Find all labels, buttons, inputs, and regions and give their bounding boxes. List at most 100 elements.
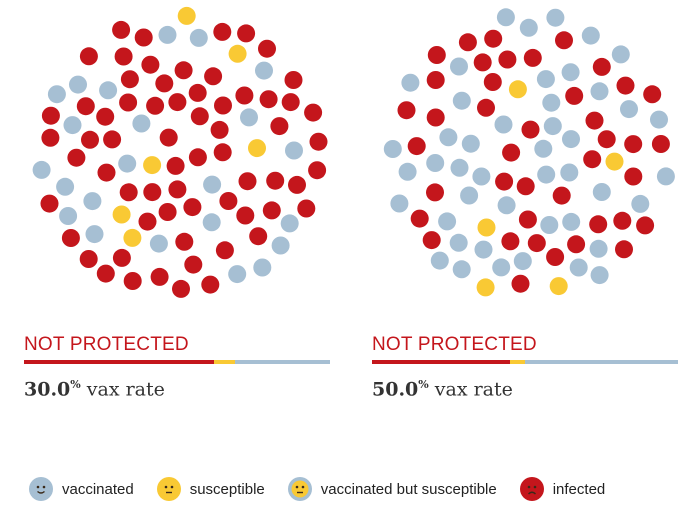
population-cloud xyxy=(383,8,675,297)
infected-person-dot xyxy=(184,255,203,274)
infected-person-dot xyxy=(309,132,328,151)
vaccinated-person-dot xyxy=(472,167,491,186)
infected-person-dot xyxy=(501,232,520,251)
infected-person-dot xyxy=(119,183,138,202)
infected-person-dot xyxy=(190,107,209,126)
vaccinated-person-dot xyxy=(202,213,221,232)
vaccinated-face-icon xyxy=(29,477,53,501)
infected-person-dot xyxy=(426,108,445,127)
infected-person-dot xyxy=(97,163,116,182)
vaccinated-susceptible-face-icon xyxy=(287,477,312,501)
infected-person-dot xyxy=(114,47,133,66)
infected-person-dot xyxy=(123,272,142,290)
bar-infected-segment xyxy=(372,360,510,364)
vaccinated-person-dot xyxy=(560,163,579,182)
infected-person-dot xyxy=(407,137,426,156)
infected-person-dot xyxy=(214,96,232,115)
infected-person-dot xyxy=(112,248,131,267)
bar-vaccinated-segment xyxy=(235,360,330,364)
infected-person-dot xyxy=(502,143,521,162)
infected-person-dot xyxy=(79,250,98,268)
infected-person-dot xyxy=(138,212,157,231)
infected-person-dot xyxy=(166,156,185,175)
infected-person-dot xyxy=(213,143,232,162)
infected-person-dot xyxy=(168,180,187,199)
vaccinated-person-dot xyxy=(450,158,469,177)
infected-person-dot xyxy=(511,274,530,293)
infected-person-dot xyxy=(495,172,514,191)
infected-person-dot xyxy=(141,55,160,74)
infected-person-dot xyxy=(592,57,611,76)
vaccinated-person-dot xyxy=(47,85,66,104)
vaccinated-person-dot xyxy=(255,61,273,80)
infected-person-dot xyxy=(523,48,542,67)
vaccinated-person-dot xyxy=(83,192,102,211)
vaccinated-person-dot xyxy=(519,18,538,37)
vax-rate-value: 30.0 xyxy=(24,378,71,401)
vaccinated-person-dot xyxy=(631,194,650,213)
infected-person-dot xyxy=(565,86,584,105)
infected-person-dot xyxy=(643,85,662,104)
vaccinated-person-dot xyxy=(56,177,75,196)
infected-person-dot xyxy=(112,20,131,39)
vaccinated-person-dot xyxy=(590,82,609,101)
vaccinated-person-dot xyxy=(203,175,222,194)
infected-person-dot xyxy=(615,240,633,259)
infected-person-dot xyxy=(410,209,429,228)
vaccinated-person-dot xyxy=(449,233,468,252)
infected-person-dot xyxy=(262,201,281,220)
infected-person-dot xyxy=(552,186,571,205)
vaccinated-person-dot xyxy=(542,93,561,112)
infected-person-dot xyxy=(266,171,285,190)
vaccinated-person-dot xyxy=(430,251,449,270)
infected-person-dot xyxy=(624,135,643,154)
infected-person-dot xyxy=(304,103,323,122)
infected-person-dot xyxy=(483,73,502,91)
legend-item-vaccinated: vaccinated xyxy=(28,476,134,502)
vaccinated-person-dot xyxy=(450,57,468,76)
infected-person-dot xyxy=(238,172,257,191)
infected-person-dot xyxy=(79,47,98,66)
vaccinated-person-dot xyxy=(439,128,458,147)
vax-rate-suffix: vax rate xyxy=(428,378,513,401)
legend-label: infected xyxy=(552,480,606,498)
vax-rate: 50.0% vax rate xyxy=(372,378,513,400)
vaccinated-person-dot xyxy=(63,116,82,135)
infected-person-dot xyxy=(585,111,604,130)
vaccinated-person-dot xyxy=(398,162,417,181)
vaccinated-person-dot xyxy=(590,266,609,285)
status-label: NOT PROTECTED xyxy=(24,334,189,355)
infected-person-dot xyxy=(235,86,254,105)
infected-person-dot xyxy=(155,74,174,93)
infected-person-dot xyxy=(61,229,80,247)
vaccinated-person-dot xyxy=(656,167,675,186)
susceptible-person-dot xyxy=(123,228,142,247)
infected-person-dot xyxy=(288,175,306,194)
legend-item-infected: infected xyxy=(519,476,606,502)
vaccinated-person-dot xyxy=(650,110,668,129)
infected-person-dot xyxy=(236,206,255,225)
legend-label: susceptible xyxy=(189,480,265,498)
infected-person-dot xyxy=(484,29,503,48)
vaccinated-person-dot xyxy=(253,258,272,277)
infected-person-dot xyxy=(81,130,99,149)
legend: vaccinated susceptible vaccinated but su… xyxy=(28,476,605,502)
susceptible-person-dot xyxy=(248,139,266,158)
infected-person-dot xyxy=(473,53,492,72)
vax-rate-value: 50.0 xyxy=(372,378,419,401)
infected-person-dot xyxy=(204,67,223,86)
infected-person-dot xyxy=(174,61,193,80)
vaccinated-person-dot xyxy=(69,75,87,94)
vaccinated-person-dot xyxy=(189,28,208,47)
infected-person-dot xyxy=(188,148,207,167)
infected-person-dot xyxy=(96,264,115,283)
infected-person-dot xyxy=(119,93,138,112)
infected-person-dot xyxy=(426,183,444,202)
vaccinated-person-dot xyxy=(497,196,516,215)
infected-person-dot xyxy=(498,50,517,69)
vax-rate-suffix: vax rate xyxy=(80,378,165,401)
vaccinated-person-dot xyxy=(474,240,493,259)
infected-person-dot xyxy=(651,135,670,153)
vaccinated-person-dot xyxy=(561,63,580,82)
vaccinated-person-dot xyxy=(149,234,168,253)
